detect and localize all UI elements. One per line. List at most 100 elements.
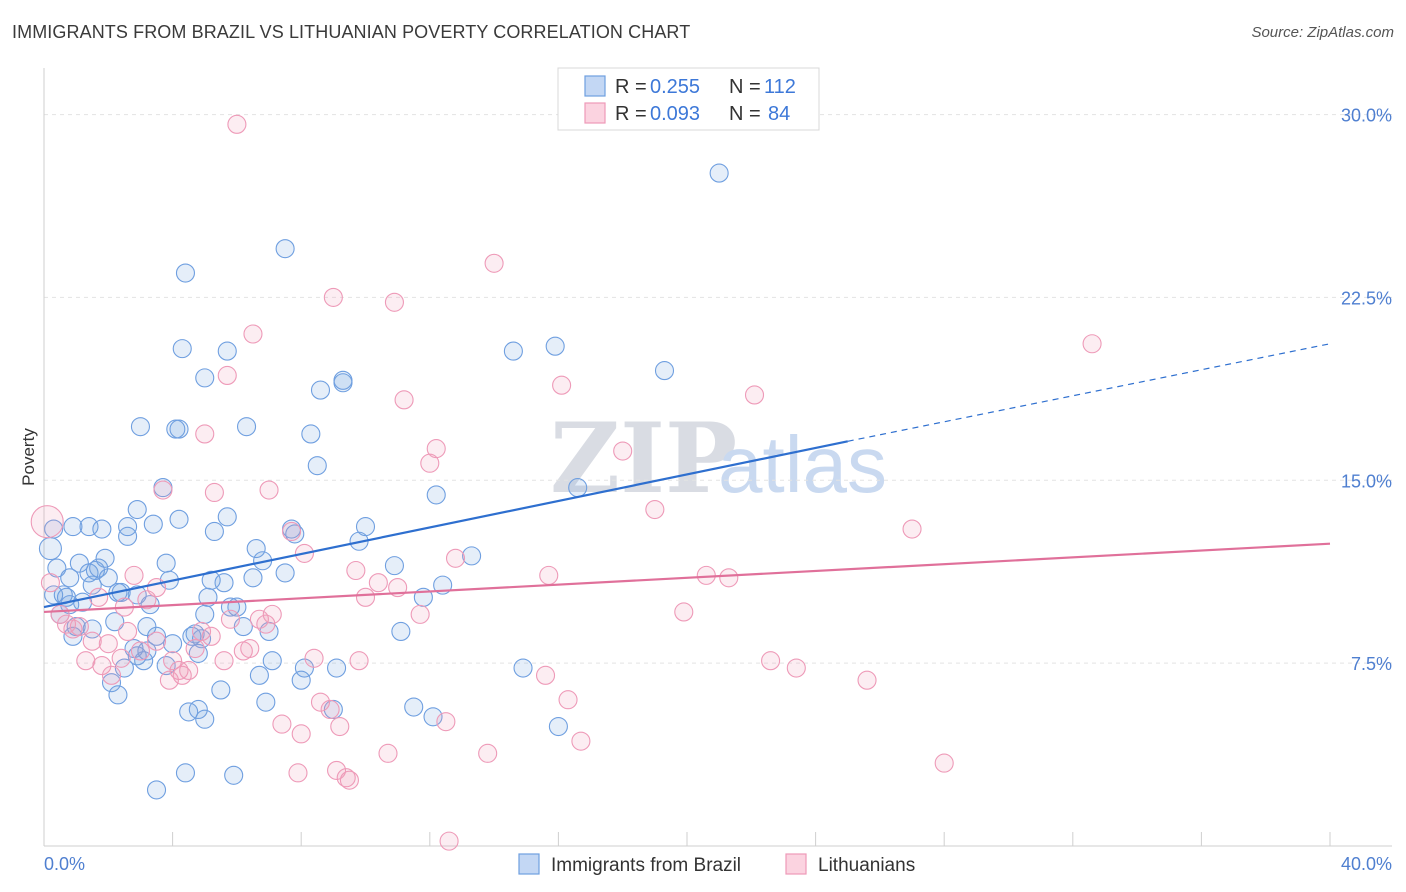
lithuanians-point-20 bbox=[153, 480, 173, 500]
lithuanians-point-47 bbox=[304, 648, 324, 668]
brazil-point-19 bbox=[98, 568, 118, 588]
brazil-point-79 bbox=[285, 524, 305, 544]
brazil-point-94 bbox=[423, 707, 443, 727]
brazil-point-7 bbox=[63, 517, 83, 537]
legend: R = 0.255 N = 112 R = 0.093 N = 84 bbox=[557, 67, 820, 131]
brazil-point-59 bbox=[204, 521, 224, 542]
lithuanians-point-40 bbox=[259, 480, 279, 500]
lithuanians-point-63 bbox=[410, 604, 430, 624]
brazil-point-16 bbox=[89, 558, 109, 578]
brazil-point-48 bbox=[175, 263, 196, 283]
lithuanians-point-42 bbox=[272, 714, 292, 734]
lithuanians-point-83 bbox=[786, 658, 806, 678]
lithuanians-point-44 bbox=[288, 763, 308, 783]
lithuanians-point-85 bbox=[902, 519, 922, 539]
brazil-point-81 bbox=[294, 658, 314, 678]
lithuanians-point-11 bbox=[101, 665, 122, 685]
lithuanians-point-50 bbox=[323, 287, 343, 307]
bottom-legend-label-lithuanians: Lithuanians bbox=[818, 855, 915, 876]
lithuanians-point-51 bbox=[327, 760, 347, 780]
series-lithuanians-points bbox=[30, 114, 1102, 851]
brazil-point-0 bbox=[38, 537, 62, 561]
lithuanians-point-29 bbox=[201, 626, 221, 646]
brazil-point-37 bbox=[146, 626, 167, 646]
lithuanians-point-24 bbox=[172, 665, 192, 685]
bottom-legend-swatch-lithuanians bbox=[785, 853, 807, 875]
brazil-point-20 bbox=[101, 673, 122, 693]
brazil-point-65 bbox=[224, 765, 244, 785]
lithuanians-point-37 bbox=[243, 324, 263, 344]
brazil-point-56 bbox=[195, 368, 215, 388]
brazil-point-95 bbox=[426, 485, 446, 505]
brazil-point-71 bbox=[249, 665, 269, 685]
lithuanians-point-49 bbox=[320, 699, 340, 720]
source-label: Source: ZipAtlas.com bbox=[1251, 24, 1394, 41]
lithuanians-point-58 bbox=[368, 573, 388, 593]
brazil-point-10 bbox=[69, 553, 89, 573]
legend-swatch-brazil bbox=[584, 75, 606, 97]
brazil-point-70 bbox=[246, 539, 266, 559]
lithuanians-regression-line bbox=[43, 542, 1331, 614]
lithuanians-point-81 bbox=[744, 385, 765, 405]
series-brazil-points bbox=[38, 163, 729, 800]
bottom-legend-label-brazil: Immigrants from Brazil bbox=[551, 855, 741, 876]
lithuanians-point-18 bbox=[146, 631, 167, 651]
brazil-point-22 bbox=[108, 685, 128, 705]
chart-title: IMMIGRANTS FROM BRAZIL VS LITHUANIAN POV… bbox=[12, 22, 691, 42]
brazil-point-54 bbox=[195, 709, 215, 729]
brazil-point-84 bbox=[310, 380, 331, 400]
lithuanians-point-30 bbox=[204, 482, 224, 503]
x-tick-label-min: 0.0% bbox=[44, 854, 85, 874]
lithuanians-point-54 bbox=[339, 770, 359, 790]
brazil-point-102 bbox=[568, 478, 588, 498]
lithuanians-point-84 bbox=[857, 670, 877, 690]
brazil-point-40 bbox=[156, 553, 176, 573]
brazil-point-69 bbox=[243, 568, 263, 588]
lithuanians-point-69 bbox=[478, 743, 498, 763]
legend-n-label-2: N = bbox=[729, 103, 761, 125]
brazil-point-62 bbox=[217, 507, 237, 527]
lithuanians-point-25 bbox=[179, 660, 199, 681]
y-tick-label-3: 30.0% bbox=[1341, 106, 1392, 126]
brazil-point-83 bbox=[307, 456, 327, 476]
brazil-point-80 bbox=[291, 670, 311, 690]
brazil-regression-line bbox=[43, 440, 848, 609]
brazil-point-27 bbox=[118, 517, 138, 537]
lithuanians-point-34 bbox=[227, 114, 247, 134]
brazil-point-88 bbox=[333, 370, 353, 390]
legend-r-value-2: 0.093 bbox=[650, 103, 700, 125]
lithuanians-point-76 bbox=[613, 441, 633, 461]
legend-swatch-lithuanians bbox=[584, 102, 606, 124]
brazil-point-77 bbox=[275, 563, 295, 583]
lithuanians-point-52 bbox=[330, 716, 350, 737]
lithuanians-point-62 bbox=[394, 390, 414, 410]
y-axis-title: Poverty bbox=[19, 428, 38, 486]
lithuanians-point-86 bbox=[934, 753, 954, 773]
lithuanians-point-36 bbox=[240, 638, 260, 659]
y-tick-label-2: 22.5% bbox=[1341, 288, 1392, 308]
lithuanians-point-72 bbox=[539, 565, 559, 585]
brazil-point-100 bbox=[545, 336, 565, 356]
brazil-point-73 bbox=[256, 692, 276, 712]
y-tick-label-0: 7.5% bbox=[1351, 654, 1392, 674]
watermark-zip: ZIP bbox=[550, 402, 737, 515]
y-tick-label-1: 15.0% bbox=[1341, 471, 1392, 491]
lithuanians-point-38 bbox=[249, 609, 269, 629]
lithuanians-point-12 bbox=[111, 648, 131, 668]
brazil-point-104 bbox=[709, 163, 729, 183]
brazil-point-18 bbox=[95, 548, 115, 568]
brazil-point-30 bbox=[127, 499, 147, 520]
brazil-point-21 bbox=[105, 612, 125, 632]
brazil-point-92 bbox=[404, 697, 424, 717]
brazil-point-68 bbox=[236, 417, 257, 437]
brazil-point-42 bbox=[163, 634, 183, 654]
brazil-point-33 bbox=[137, 617, 157, 637]
lithuanians-point-9 bbox=[92, 656, 112, 676]
lithuanians-point-39 bbox=[256, 614, 276, 634]
brazil-point-14 bbox=[82, 575, 102, 595]
brazil-point-105 bbox=[137, 641, 157, 661]
lithuanians-point-56 bbox=[349, 651, 369, 671]
brazil-regression-extension bbox=[847, 343, 1331, 442]
legend-r-label-2: R = bbox=[615, 103, 647, 125]
legend-r-value-1: 0.255 bbox=[650, 76, 700, 98]
